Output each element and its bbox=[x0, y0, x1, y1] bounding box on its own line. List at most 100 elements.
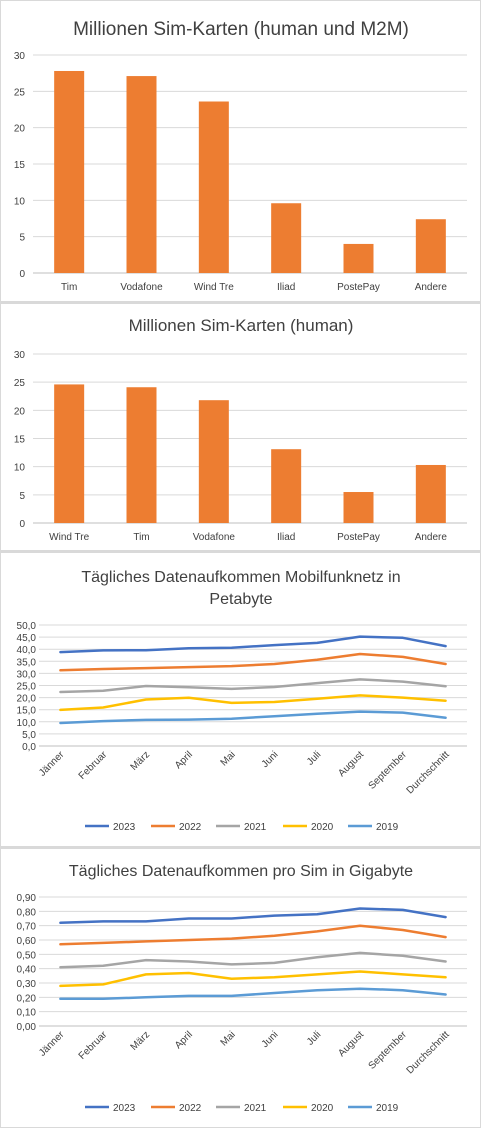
x-tick-label: Juli bbox=[305, 1029, 323, 1047]
chart-title-line-1: Tägliches Datenaufkommen Mobilfunknetz i… bbox=[81, 569, 400, 586]
y-tick-label: 20,0 bbox=[17, 694, 37, 705]
x-tick-label: Vodafone bbox=[193, 532, 236, 543]
line-chart-daily-data-network: Tägliches Datenaufkommen Mobilfunknetz i… bbox=[17, 569, 467, 833]
x-tick-label: September bbox=[367, 749, 410, 792]
bar bbox=[343, 492, 374, 523]
x-tick-label: Juni bbox=[260, 749, 281, 770]
legend-label: 2022 bbox=[179, 1103, 202, 1114]
y-tick-label: 30 bbox=[14, 51, 26, 62]
x-tick-label: PostePay bbox=[337, 282, 380, 293]
chart-title-line-2: Petabyte bbox=[209, 591, 272, 608]
bar bbox=[198, 101, 229, 273]
x-tick-label: Jänner bbox=[37, 749, 67, 779]
x-tick-label: Wind Tre bbox=[194, 282, 234, 293]
x-tick-label: März bbox=[129, 749, 153, 773]
line-chart-daily-data-per-sim: Tägliches Datenaufkommen pro Sim in Giga… bbox=[17, 863, 467, 1114]
x-tick-label: Jänner bbox=[37, 1029, 67, 1059]
chart-daily-data-per-sim: Tägliches Datenaufkommen pro Sim in Giga… bbox=[1, 849, 480, 1127]
y-tick-label: 10 bbox=[14, 463, 26, 474]
legend-label: 2023 bbox=[113, 822, 136, 833]
x-tick-label: Wind Tre bbox=[49, 532, 89, 543]
y-tick-label: 15,0 bbox=[17, 706, 37, 717]
x-tick-label: Mai bbox=[219, 1029, 238, 1048]
y-tick-label: 0 bbox=[19, 269, 25, 280]
legend-label: 2019 bbox=[376, 822, 399, 833]
x-tick-label: Durchschnitt bbox=[405, 749, 452, 796]
legend-label: 2020 bbox=[311, 1103, 334, 1114]
chart-title: Tägliches Datenaufkommen pro Sim in Giga… bbox=[69, 863, 413, 880]
bar bbox=[198, 400, 229, 523]
x-tick-label: März bbox=[129, 1029, 153, 1053]
series-line-2020 bbox=[59, 694, 447, 712]
y-tick-label: 45,0 bbox=[17, 633, 37, 644]
legend-label: 2020 bbox=[311, 822, 334, 833]
bar bbox=[126, 387, 157, 523]
series-line-2019 bbox=[59, 987, 447, 1001]
y-tick-label: 0,30 bbox=[17, 979, 37, 990]
y-tick-label: 5 bbox=[19, 233, 25, 244]
legend-label: 2019 bbox=[376, 1103, 399, 1114]
bar bbox=[54, 384, 85, 523]
bar bbox=[54, 70, 85, 273]
y-tick-label: 0,80 bbox=[17, 907, 37, 918]
y-tick-label: 10,0 bbox=[17, 718, 37, 729]
x-tick-label: Juni bbox=[260, 1029, 281, 1050]
series-line-2021 bbox=[59, 678, 447, 694]
x-tick-label: Andere bbox=[415, 282, 448, 293]
x-tick-label: Durchschnitt bbox=[405, 1029, 452, 1076]
y-tick-label: 0,50 bbox=[17, 950, 37, 961]
x-tick-label: April bbox=[173, 1029, 195, 1051]
y-tick-label: 20 bbox=[14, 406, 26, 417]
y-tick-label: 25 bbox=[14, 87, 26, 98]
x-tick-label: Andere bbox=[415, 532, 448, 543]
series-line-2023 bbox=[59, 635, 447, 654]
y-tick-label: 5 bbox=[19, 491, 25, 502]
x-tick-label: Februar bbox=[77, 749, 110, 782]
chart-title: Millionen Sim-Karten (human) bbox=[129, 316, 354, 335]
x-tick-label: September bbox=[367, 1029, 410, 1072]
x-tick-label: Tim bbox=[133, 532, 149, 543]
bar bbox=[271, 449, 302, 523]
x-tick-label: PostePay bbox=[337, 532, 380, 543]
y-tick-label: 25,0 bbox=[17, 682, 37, 693]
bar-chart-sim-cards-total: Millionen Sim-Karten (human und M2M) 0 5 1… bbox=[14, 19, 467, 293]
y-tick-label: 0,40 bbox=[17, 965, 37, 976]
y-tick-label: 0,00 bbox=[17, 1022, 37, 1033]
x-tick-label: Februar bbox=[77, 1029, 110, 1062]
y-tick-label: 0,10 bbox=[17, 1008, 37, 1019]
bar bbox=[343, 243, 374, 273]
series-line-2019 bbox=[59, 710, 447, 725]
y-tick-label: 10 bbox=[14, 196, 26, 207]
y-tick-label: 30 bbox=[14, 350, 26, 361]
y-tick-label: 25 bbox=[14, 378, 26, 389]
x-tick-label: August bbox=[336, 749, 366, 779]
series-line-2022 bbox=[59, 652, 447, 672]
y-tick-label: 40,0 bbox=[17, 645, 37, 656]
y-tick-label: 0 bbox=[19, 519, 25, 530]
series-line-2023 bbox=[59, 907, 447, 925]
y-tick-label: 15 bbox=[14, 435, 26, 446]
chart-sim-cards-total: Millionen Sim-Karten (human und M2M) 0 5 1… bbox=[1, 1, 480, 301]
y-tick-label: 35,0 bbox=[17, 657, 37, 668]
bar-chart-sim-cards-human: Millionen Sim-Karten (human) 0 5 10 15 20 25 3… bbox=[14, 316, 467, 543]
y-tick-label: 0,60 bbox=[17, 936, 37, 947]
bar bbox=[271, 203, 302, 273]
x-tick-label: August bbox=[336, 1029, 366, 1059]
chart-daily-data-network: Tägliches Datenaufkommen Mobilfunknetz i… bbox=[1, 553, 480, 846]
y-tick-label: 30,0 bbox=[17, 669, 37, 680]
y-tick-label: 15 bbox=[14, 160, 26, 171]
series-line-2021 bbox=[59, 951, 447, 969]
x-tick-label: Tim bbox=[61, 282, 77, 293]
bar bbox=[415, 464, 446, 523]
y-tick-label: 50,0 bbox=[17, 621, 37, 632]
y-tick-label: 20 bbox=[14, 124, 26, 135]
x-tick-label: Juli bbox=[305, 749, 323, 767]
bar bbox=[126, 76, 157, 273]
legend-label: 2023 bbox=[113, 1103, 136, 1114]
chart-sim-cards-human: Millionen Sim-Karten (human) 0 5 10 15 20 25 3… bbox=[1, 304, 480, 550]
x-tick-label: Mai bbox=[219, 749, 238, 768]
legend-label: 2022 bbox=[179, 822, 202, 833]
series-line-2022 bbox=[59, 924, 447, 946]
y-tick-label: 0,70 bbox=[17, 922, 37, 933]
series-line-2020 bbox=[59, 970, 447, 988]
